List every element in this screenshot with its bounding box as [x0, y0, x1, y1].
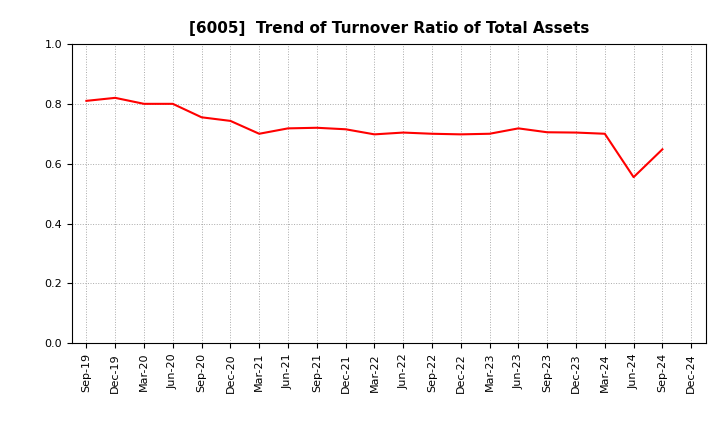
Title: [6005]  Trend of Turnover Ratio of Total Assets: [6005] Trend of Turnover Ratio of Total …	[189, 21, 589, 36]
